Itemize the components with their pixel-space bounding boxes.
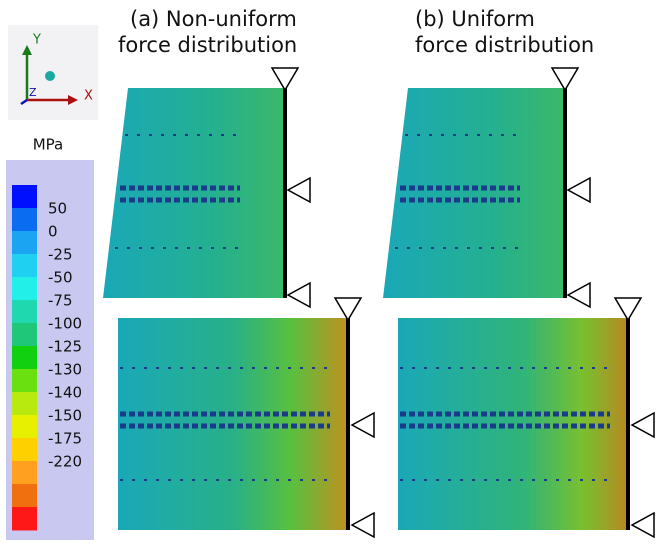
legend-label: -130 bbox=[48, 361, 82, 379]
figure: Y X Z (a) Non-uniform force distribution… bbox=[0, 0, 668, 544]
legend-band bbox=[12, 438, 37, 462]
legend-band bbox=[12, 231, 37, 255]
legend-band bbox=[12, 300, 37, 324]
legend-band bbox=[12, 277, 37, 301]
axis-y-label: Y bbox=[32, 33, 41, 48]
legend-label: -220 bbox=[48, 453, 82, 471]
legend-label: -100 bbox=[48, 315, 82, 333]
legend-band bbox=[12, 208, 37, 232]
legend-label: -50 bbox=[48, 269, 73, 287]
legend-band bbox=[12, 507, 37, 531]
panel-title: force distribution bbox=[415, 33, 594, 57]
legend-label: -175 bbox=[48, 430, 82, 448]
legend-label: -150 bbox=[48, 407, 82, 425]
panel-title: (b) Uniform bbox=[415, 7, 535, 31]
legend-band bbox=[12, 254, 37, 278]
legend-band bbox=[12, 392, 37, 416]
contour-panels bbox=[103, 88, 628, 530]
legend-label: -125 bbox=[48, 338, 82, 356]
legend-label: 50 bbox=[48, 200, 67, 218]
legend-label: -25 bbox=[48, 246, 73, 264]
legend-label: 0 bbox=[48, 223, 58, 241]
axis-x-label: X bbox=[84, 89, 93, 104]
legend-label: -75 bbox=[48, 292, 73, 310]
legend-unit: MPa bbox=[33, 136, 64, 154]
legend-band bbox=[12, 346, 37, 370]
axis-z-label: Z bbox=[29, 86, 37, 99]
legend-band bbox=[12, 369, 37, 393]
legend-band bbox=[12, 323, 37, 347]
panel-title: force distribution bbox=[118, 33, 297, 57]
legend-band bbox=[12, 461, 37, 485]
legend-label: -140 bbox=[48, 384, 82, 402]
panel-title: (a) Non-uniform bbox=[130, 7, 297, 31]
legend-band bbox=[12, 185, 37, 209]
axis-triad: Y X Z bbox=[8, 25, 98, 120]
legend-band bbox=[12, 484, 37, 508]
legend-band bbox=[12, 415, 37, 439]
